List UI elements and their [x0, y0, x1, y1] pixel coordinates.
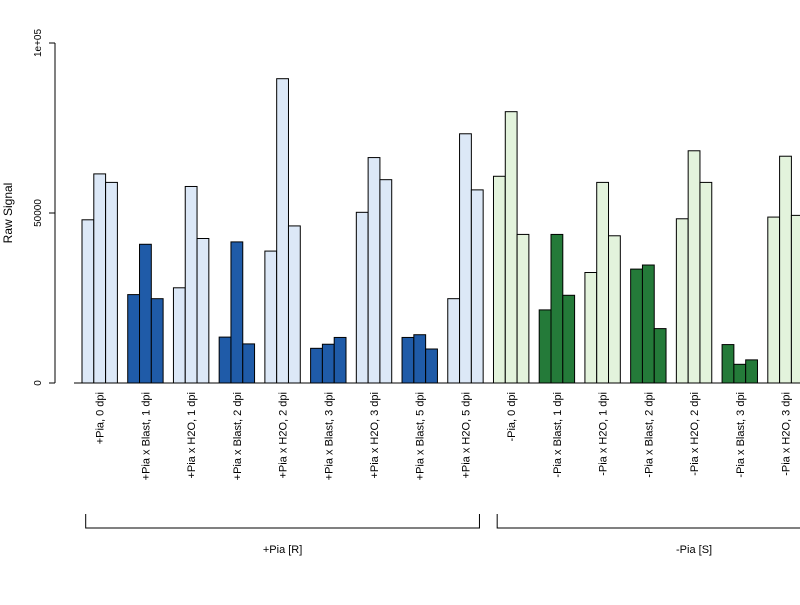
bar-11-0: [584, 272, 598, 384]
bars-layer: [81, 78, 800, 384]
y-axis: 0 50000 1e+05: [33, 29, 56, 386]
bar-8-0: [447, 298, 461, 384]
x-tick-labels: +Pia, 0 dpi +Pia x Blast, 1 dpi +Pia x H2O…: [95, 392, 793, 480]
x-tick-label-12: -Pia x Blast, 2 dpi: [643, 392, 655, 478]
x-tick-label-13: -Pia x H2O, 2 dpi: [689, 392, 701, 476]
bar-0-1: [93, 173, 107, 384]
group-brackets: +Pia [R] -Pia [S]: [85, 514, 800, 556]
bar-5-0: [310, 347, 323, 384]
y-tick-label-1: 50000: [33, 199, 44, 227]
group-bracket-0: [85, 514, 480, 529]
bar-1-0: [127, 294, 141, 384]
bar-15-0: [767, 216, 781, 384]
x-tick-label-7: +Pia x Blast, 5 dpi: [415, 392, 427, 480]
bar-12-0: [630, 268, 643, 384]
x-tick-label-1: +Pia x Blast, 1 dpi: [140, 392, 152, 480]
x-tick-label-2: +Pia x H2O, 1 dpi: [186, 392, 198, 479]
bar-2-0: [172, 287, 186, 384]
x-tick-label-3: +Pia x Blast, 2 dpi: [232, 392, 244, 480]
bar-4-1: [276, 78, 289, 384]
bar-6-1: [367, 157, 381, 384]
bar-0-0: [81, 219, 95, 384]
bar-15-2: [790, 214, 800, 384]
bar-4-0: [264, 250, 278, 384]
x-tick-label-11: -Pia x H2O, 1 dpi: [598, 392, 610, 476]
group-bracket-1: [496, 514, 800, 529]
bar-9-0: [492, 175, 506, 384]
bar-12-1: [641, 264, 655, 384]
group-label-0: +Pia [R]: [263, 544, 302, 556]
bar-7-2: [425, 348, 438, 384]
bar-0-2: [105, 181, 118, 384]
y-axis-label: Raw Signal: [1, 183, 15, 244]
bar-14-0: [721, 344, 735, 384]
bar-9-1: [504, 111, 518, 384]
bar-7-1: [413, 334, 427, 384]
x-tick-label-14: -Pia x Blast, 3 dpi: [735, 392, 747, 478]
bar-13-0: [675, 218, 689, 384]
x-tick-label-8: +Pia x H2O, 5 dpi: [460, 392, 472, 479]
bar-2-1: [184, 185, 198, 384]
bar-1-1: [139, 243, 152, 384]
bar-3-2: [242, 343, 256, 384]
y-tick-label-2: 1e+05: [33, 29, 44, 58]
bar-10-0: [538, 309, 552, 384]
bar-10-1: [550, 233, 564, 384]
bar-8-1: [459, 133, 472, 384]
bar-9-2: [516, 233, 530, 384]
x-tick-label-5: +Pia x Blast, 3 dpi: [323, 392, 335, 480]
x-tick-label-6: +Pia x H2O, 3 dpi: [369, 392, 381, 479]
bar-11-2: [608, 235, 621, 384]
group-label-1: -Pia [S]: [676, 544, 712, 556]
bar-4-2: [287, 225, 301, 384]
bar-6-2: [379, 179, 393, 384]
bar-1-2: [150, 298, 164, 384]
bar-14-1: [733, 363, 747, 384]
bar-8-2: [470, 189, 484, 384]
x-tick-label-4: +Pia x H2O, 2 dpi: [278, 392, 290, 479]
x-tick-label-0: +Pia, 0 dpi: [95, 392, 107, 444]
bar-13-2: [699, 181, 713, 384]
bar-10-2: [562, 294, 576, 384]
x-tick-label-9: -Pia, 0 dpi: [506, 392, 518, 442]
bar-5-1: [321, 343, 335, 384]
y-tick-label-0: 0: [33, 380, 44, 386]
bar-2-2: [196, 238, 210, 384]
bar-3-1: [230, 241, 244, 384]
x-tick-label-10: -Pia x Blast, 1 dpi: [552, 392, 564, 478]
bar-6-0: [355, 211, 369, 384]
bar-3-0: [218, 336, 232, 384]
bar-14-2: [745, 359, 758, 384]
bar-5-2: [333, 336, 347, 384]
bar-15-1: [779, 155, 792, 384]
bar-7-0: [401, 336, 415, 384]
bar-13-1: [687, 150, 701, 384]
bar-12-2: [653, 328, 667, 384]
bar-11-1: [596, 181, 610, 384]
x-tick-label-15: -Pia x H2O, 3 dpi: [781, 392, 793, 476]
